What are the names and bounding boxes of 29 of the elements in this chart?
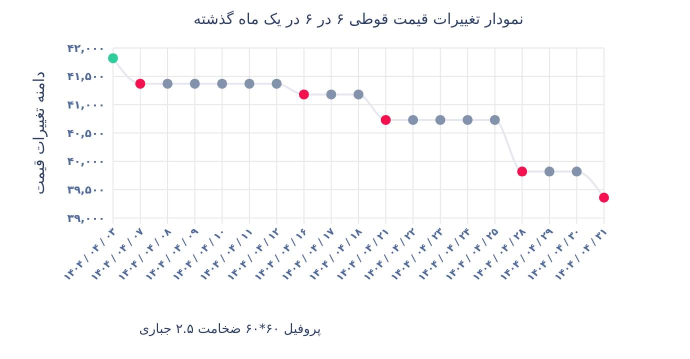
point <box>190 78 200 89</box>
point <box>408 114 418 125</box>
point <box>217 78 228 89</box>
point <box>380 114 391 125</box>
point <box>517 166 528 177</box>
point <box>135 78 146 89</box>
point <box>599 192 609 203</box>
point <box>244 78 254 89</box>
point <box>162 78 173 89</box>
point <box>272 78 282 89</box>
y-tick-label: ۴۱,۵۰۰ <box>67 70 105 84</box>
y-tick-label: ۴۰,۵۰۰ <box>67 126 105 140</box>
point <box>435 114 446 125</box>
x-axis-title: پروفیل ۶۰*۶۰ ضخامت ۲.۵ جباری <box>139 322 322 337</box>
chart-title: نمودار تغییرات قیمت قوطی ۶ در ۶ در یک ماه گذشته <box>193 10 524 28</box>
y-tick-label: ۳۹,۰۰۰ <box>67 212 105 225</box>
point <box>572 166 582 177</box>
y-tick-label: ۴۲,۰۰۰ <box>67 42 105 55</box>
point <box>490 114 500 125</box>
point <box>462 114 473 125</box>
y-axis-title: دامنه تغییرات قیمت <box>30 71 48 195</box>
y-tick-label: ۴۱,۰۰۰ <box>67 98 105 112</box>
point <box>108 53 118 64</box>
point <box>326 89 336 100</box>
point <box>354 89 364 100</box>
y-tick-label: ۴۰,۰۰۰ <box>67 155 105 168</box>
point <box>298 89 309 100</box>
point <box>544 166 554 177</box>
y-tick-label: ۳۹,۵۰۰ <box>67 184 105 197</box>
